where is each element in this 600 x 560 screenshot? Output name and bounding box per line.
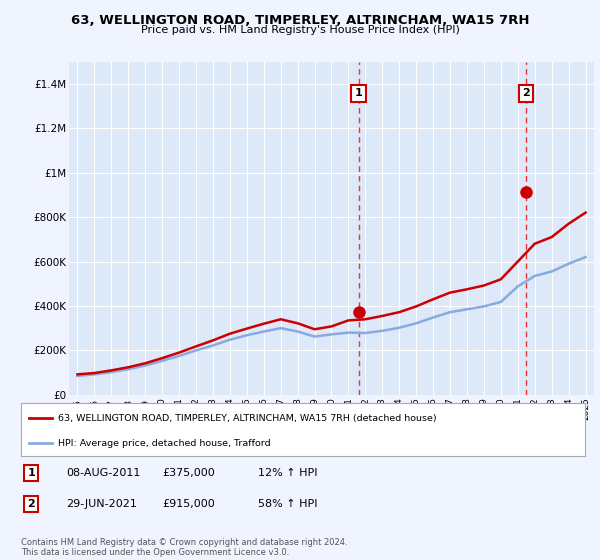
Text: 29-JUN-2021: 29-JUN-2021 <box>66 499 137 509</box>
Text: Price paid vs. HM Land Registry's House Price Index (HPI): Price paid vs. HM Land Registry's House … <box>140 25 460 35</box>
Text: 08-AUG-2011: 08-AUG-2011 <box>66 468 140 478</box>
Text: 2: 2 <box>28 499 35 509</box>
Text: 2: 2 <box>523 88 530 98</box>
Text: 63, WELLINGTON ROAD, TIMPERLEY, ALTRINCHAM, WA15 7RH: 63, WELLINGTON ROAD, TIMPERLEY, ALTRINCH… <box>71 14 529 27</box>
Text: HPI: Average price, detached house, Trafford: HPI: Average price, detached house, Traf… <box>58 438 270 447</box>
Text: 12% ↑ HPI: 12% ↑ HPI <box>258 468 317 478</box>
Text: 1: 1 <box>28 468 35 478</box>
Text: 63, WELLINGTON ROAD, TIMPERLEY, ALTRINCHAM, WA15 7RH (detached house): 63, WELLINGTON ROAD, TIMPERLEY, ALTRINCH… <box>58 414 436 423</box>
Text: £375,000: £375,000 <box>162 468 215 478</box>
Text: £915,000: £915,000 <box>162 499 215 509</box>
Text: Contains HM Land Registry data © Crown copyright and database right 2024.
This d: Contains HM Land Registry data © Crown c… <box>21 538 347 557</box>
Text: 1: 1 <box>355 88 362 98</box>
Text: 58% ↑ HPI: 58% ↑ HPI <box>258 499 317 509</box>
